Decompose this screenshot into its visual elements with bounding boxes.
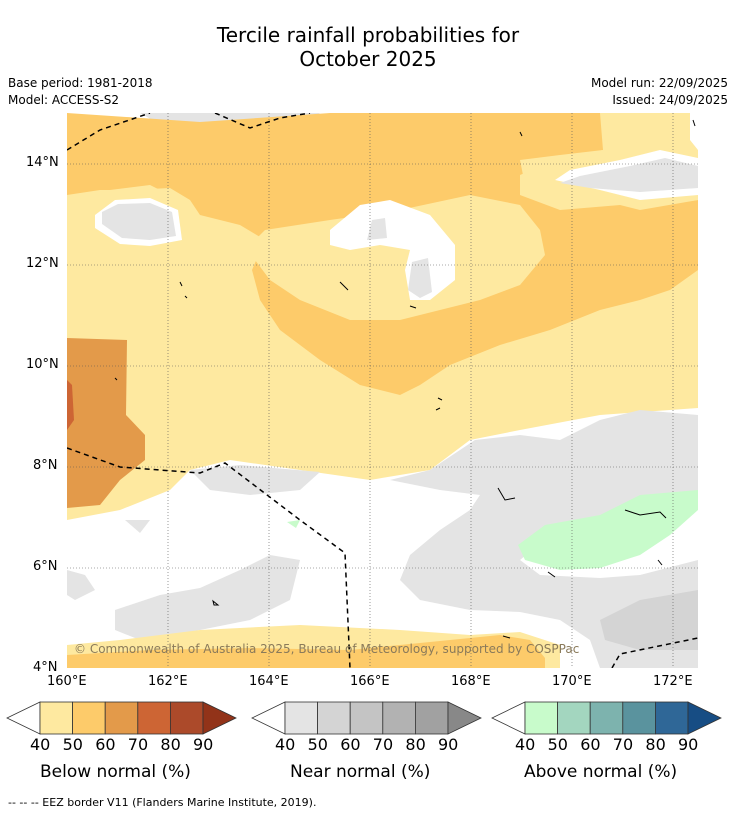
region-above-40-small <box>287 520 300 528</box>
copyright-text: © Commonwealth of Australia 2025, Bureau… <box>74 642 579 656</box>
above-normal-title: Above normal (%) <box>524 762 678 782</box>
colorbars <box>6 701 722 735</box>
near-tick-90: 90 <box>438 735 459 754</box>
colorbar-above <box>491 701 722 735</box>
region-near-f <box>190 465 320 495</box>
below-tick-70: 70 <box>127 735 149 754</box>
region-below-60 <box>67 338 145 508</box>
near-tick-40: 40 <box>275 735 296 754</box>
region-near-c <box>408 258 432 298</box>
below-swatch-70 <box>137 701 171 735</box>
above-tick-40: 40 <box>515 735 536 754</box>
map-title-line1: Tercile rainfall probabilities for <box>216 23 520 47</box>
lat-label-10: 10°N <box>26 357 59 372</box>
lon-label-164: 164°E <box>249 674 289 689</box>
map-title-line2: October 2025 <box>299 47 437 71</box>
below-extend-low <box>6 701 41 735</box>
region-below-40-c <box>190 288 230 303</box>
base-period: Base period: 1981-2018 <box>8 76 153 90</box>
lon-label-168: 168°E <box>451 674 491 689</box>
lat-label-4: 4°N <box>33 660 58 675</box>
below-tick-50: 50 <box>62 735 83 754</box>
region-below-50-bottom <box>67 635 545 668</box>
lon-label-162: 162°E <box>148 674 188 689</box>
above-tick-70: 70 <box>612 735 634 754</box>
near-extend-high <box>447 701 482 735</box>
near-swatch-60 <box>349 701 384 735</box>
region-white-d <box>690 113 698 150</box>
near-tick-60: 60 <box>340 735 361 754</box>
above-swatch-70 <box>622 701 656 735</box>
below-swatch-50 <box>72 701 106 735</box>
near-swatch-50 <box>317 701 351 735</box>
below-swatch-40 <box>39 701 73 735</box>
region-near-50 <box>600 590 698 650</box>
above-tick-80: 80 <box>645 735 666 754</box>
near-swatch-40 <box>284 701 318 735</box>
below-swatch-60 <box>104 701 139 735</box>
above-tick-50: 50 <box>547 735 568 754</box>
colorbar-below <box>6 701 237 735</box>
region-below-70 <box>67 380 74 430</box>
near-swatch-80 <box>414 701 449 735</box>
eez-borders <box>67 113 698 668</box>
probability-map: © Commonwealth of Australia 2025, Bureau… <box>67 113 698 668</box>
near-swatch-70 <box>382 701 416 735</box>
above-swatch-40 <box>524 701 558 735</box>
above-swatch-80 <box>655 701 689 735</box>
below-swatch-80 <box>169 701 204 735</box>
below-extend-high <box>202 701 237 735</box>
below-tick-60: 60 <box>95 735 116 754</box>
lat-label-6: 6°N <box>33 559 58 574</box>
above-swatch-50 <box>557 701 591 735</box>
region-below-40-b <box>255 195 545 320</box>
model-name: Model: ACCESS-S2 <box>8 93 120 107</box>
model-run: Model run: 22/09/2025 <box>590 76 728 90</box>
below-normal-title: Below normal (%) <box>40 762 191 782</box>
region-near-g <box>115 555 300 640</box>
lon-label-172: 172°E <box>653 674 693 689</box>
above-swatch-60 <box>589 701 624 735</box>
lon-label-170: 170°E <box>552 674 592 689</box>
above-tick-60: 60 <box>580 735 601 754</box>
below-tick-40: 40 <box>30 735 51 754</box>
lon-label-166: 166°E <box>350 674 390 689</box>
graticule <box>67 113 698 668</box>
islands <box>114 119 696 639</box>
near-tick-80: 80 <box>405 735 426 754</box>
near-tick-50: 50 <box>307 735 328 754</box>
lat-label-8: 8°N <box>33 458 58 473</box>
above-tick-90: 90 <box>678 735 699 754</box>
below-tick-90: 90 <box>193 735 214 754</box>
lat-label-14: 14°N <box>26 155 59 170</box>
region-near-b <box>367 218 387 240</box>
colorbar-near <box>251 701 482 735</box>
lon-label-160: 160°E <box>47 674 87 689</box>
region-above-40 <box>518 490 698 570</box>
below-tick-80: 80 <box>160 735 181 754</box>
region-near-a <box>102 203 176 240</box>
near-tick-70: 70 <box>372 735 394 754</box>
lat-label-12: 12°N <box>26 256 59 271</box>
region-near-d <box>560 158 698 192</box>
above-extend-high <box>687 701 722 735</box>
eez-footnote: -- -- -- EEZ border V11 (Flanders Marine… <box>8 796 317 809</box>
region-near-i <box>125 520 150 533</box>
region-near-h <box>67 570 95 600</box>
issued-date: Issued: 24/09/2025 <box>612 93 728 107</box>
near-extend-low <box>251 701 286 735</box>
near-normal-title: Near normal (%) <box>290 762 431 782</box>
above-extend-low <box>491 701 526 735</box>
